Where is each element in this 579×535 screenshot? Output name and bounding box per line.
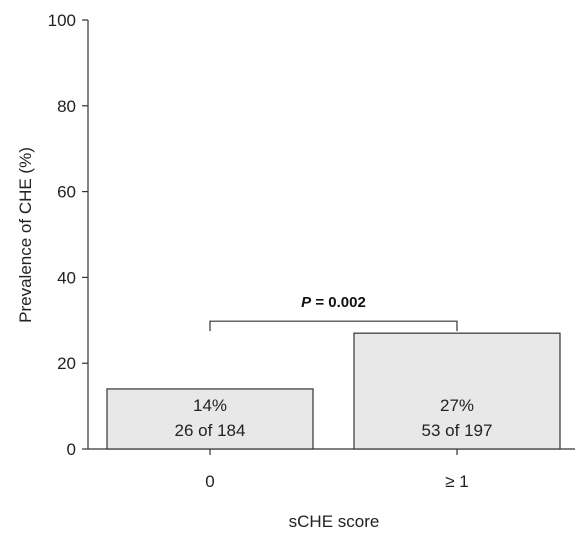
x-ticks: 0 ≥ 1 [205,449,469,491]
p-value-text: = 0.002 [311,294,366,311]
y-ticks: 0 20 40 60 80 100 [48,11,88,459]
x-axis: 0 ≥ 1 [88,448,575,491]
bar-1 [353,332,561,450]
y-tick-label: 0 [67,440,76,459]
y-tick-label: 20 [57,354,76,373]
y-axis-title: Prevalence of CHE (%) [16,147,35,323]
bar-percent-label: 14% [193,396,227,415]
x-tick-label: 0 [205,472,214,491]
p-value-prefix: P [301,294,312,311]
bar-labels: 14% 26 of 184 27% 53 of 197 [175,396,493,440]
y-tick-label: 40 [57,268,76,287]
y-axis: 0 20 40 60 80 100 [48,11,89,459]
y-tick-label: 100 [48,11,76,30]
bar-count-label: 26 of 184 [175,421,246,440]
significance-annotation: P = 0.002 [209,294,458,332]
bar-count-label: 53 of 197 [422,421,493,440]
bar-percent-label: 27% [440,396,474,415]
y-tick-label: 60 [57,183,76,202]
significance-bracket [209,320,458,332]
x-axis-title: sCHE score [289,512,380,531]
bar-0 [106,388,314,450]
y-tick-label: 80 [57,97,76,116]
bars [106,332,561,450]
x-tick-label: ≥ 1 [445,472,469,491]
p-value-label: P = 0.002 [301,294,366,311]
